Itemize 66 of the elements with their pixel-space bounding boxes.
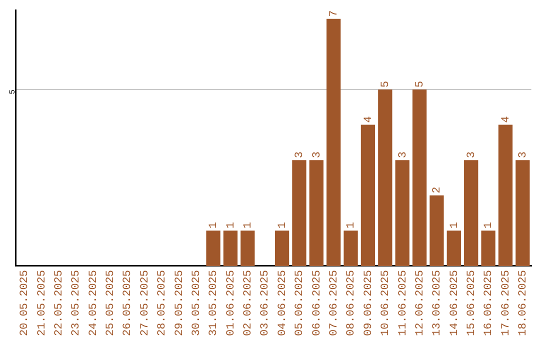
x-tick-label: 13.06.2025 xyxy=(432,270,444,336)
data-label: 3 xyxy=(518,151,530,158)
bar xyxy=(309,160,324,266)
x-tick-label: 14.06.2025 xyxy=(448,270,461,336)
x-tick-label: 10.06.2025 xyxy=(380,270,392,336)
x-tick-label: 27.05.2025 xyxy=(139,270,152,336)
bar xyxy=(344,230,358,266)
bar xyxy=(395,160,410,266)
x-tick-label: 11.06.2025 xyxy=(397,270,410,336)
data-label: 1 xyxy=(225,222,238,229)
data-label: 3 xyxy=(466,151,478,158)
bar xyxy=(206,230,220,266)
bar xyxy=(378,89,392,266)
data-label: 1 xyxy=(208,222,220,229)
data-label: 1 xyxy=(448,222,461,229)
x-tick-label: 22.05.2025 xyxy=(53,270,66,336)
bar xyxy=(481,230,496,266)
data-label: 5 xyxy=(414,80,426,88)
data-label: 1 xyxy=(242,222,255,229)
data-label: 1 xyxy=(276,222,289,229)
data-label: 1 xyxy=(346,222,358,229)
bar xyxy=(292,160,306,266)
x-tick-label: 16.06.2025 xyxy=(483,270,496,336)
bar xyxy=(464,160,478,266)
x-tick-label: 25.05.2025 xyxy=(105,270,118,336)
data-label: 3 xyxy=(311,151,324,158)
data-label: 3 xyxy=(294,151,306,158)
x-tick-label: 03.06.2025 xyxy=(260,270,272,336)
bar xyxy=(516,160,530,266)
x-tick-label: 24.05.2025 xyxy=(88,270,100,336)
x-tick-label: 29.05.2025 xyxy=(174,270,186,336)
data-label: 1 xyxy=(483,222,496,229)
x-tick-label: 15.06.2025 xyxy=(466,270,478,336)
x-tick-label: 05.06.2025 xyxy=(294,270,306,336)
bar xyxy=(326,18,341,266)
data-label: 4 xyxy=(500,116,512,123)
bar xyxy=(446,230,461,266)
x-tick-label: 09.06.2025 xyxy=(362,270,375,336)
x-tick-label: 06.06.2025 xyxy=(311,270,324,336)
x-tick-label: 12.06.2025 xyxy=(414,270,426,336)
x-tick-label: 28.05.2025 xyxy=(156,270,169,336)
x-tick-label: 23.05.2025 xyxy=(70,270,83,336)
x-tick-label: 04.06.2025 xyxy=(276,270,289,336)
x-tick-label: 17.06.2025 xyxy=(500,270,512,336)
x-tick-label: 18.06.2025 xyxy=(518,270,530,336)
x-tick-label: 26.05.2025 xyxy=(122,270,134,336)
data-label: 2 xyxy=(432,186,444,194)
x-tick-label: 21.05.2025 xyxy=(36,270,48,336)
x-tick-label: 07.06.2025 xyxy=(328,270,340,336)
x-tick-label: 31.05.2025 xyxy=(208,270,220,336)
bar xyxy=(498,124,513,266)
bar xyxy=(240,230,255,266)
bar xyxy=(412,89,427,266)
bar xyxy=(360,124,376,266)
data-label: 5 xyxy=(380,80,392,88)
x-tick-label: 02.06.2025 xyxy=(242,270,255,336)
x-tick-label: 08.06.2025 xyxy=(346,270,358,336)
x-tick-label: 30.05.2025 xyxy=(190,270,203,336)
x-tick-label: 20.05.2025 xyxy=(19,270,32,336)
bar xyxy=(274,230,290,266)
data-label: 4 xyxy=(362,116,375,123)
data-label: 7 xyxy=(328,10,340,17)
data-label: 3 xyxy=(397,151,410,158)
x-tick-label: 01.06.2025 xyxy=(225,270,238,336)
bar xyxy=(223,230,238,266)
bar xyxy=(430,195,444,266)
